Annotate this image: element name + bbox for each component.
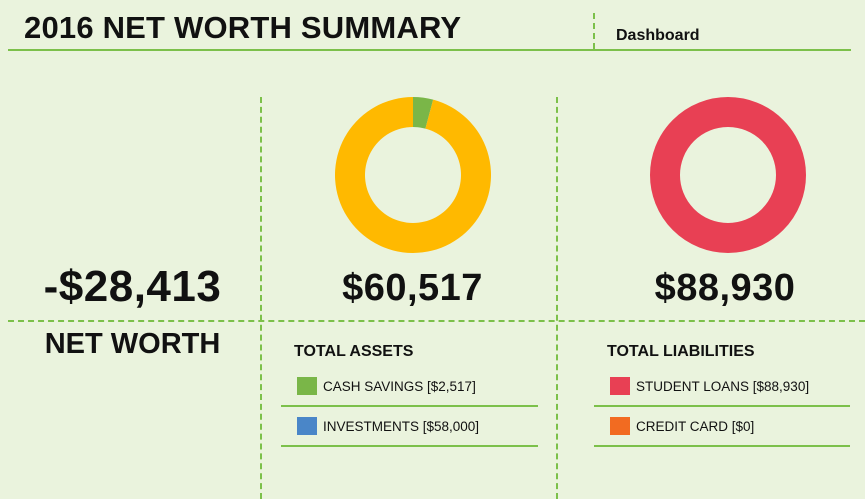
credit-card-swatch (610, 417, 630, 435)
column-divider-1 (260, 97, 262, 499)
liabilities-donut-chart (650, 97, 806, 253)
donut-slice-investments (335, 97, 491, 253)
row-divider (8, 320, 865, 322)
legend-item-student-loans: STUDENT LOANS [$88,930] (594, 367, 850, 407)
page-title: 2016 NET WORTH SUMMARY (24, 10, 462, 45)
liabilities-total-value: $88,930 (654, 267, 796, 309)
student-loans-swatch (610, 377, 630, 395)
net-worth-value: -$28,413 (43, 262, 222, 311)
donut-slice-student-loans (650, 97, 806, 253)
assets-total-value: $60,517 (342, 267, 483, 309)
donut-slice-cash-savings (413, 97, 434, 129)
legend-label: INVESTMENTS [$58,000] (323, 418, 480, 434)
column-divider-2 (556, 97, 558, 499)
assets-heading: TOTAL ASSETS (294, 343, 414, 360)
legend-item-cash-savings: CASH SAVINGS [$2,517] (281, 367, 538, 407)
legend-label: STUDENT LOANS [$88,930] (636, 378, 810, 394)
liabilities-heading: TOTAL LIABILITIES (607, 343, 755, 360)
dashboard-tab[interactable]: Dashboard (616, 27, 700, 44)
net-worth-label: NET WORTH (44, 328, 221, 360)
liabilities-legend: STUDENT LOANS [$88,930] CREDIT CARD [$0] (594, 367, 850, 447)
legend-item-investments: INVESTMENTS [$58,000] (281, 407, 538, 447)
cash-savings-swatch (297, 377, 317, 395)
legend-item-credit-card: CREDIT CARD [$0] (594, 407, 850, 447)
legend-label: CASH SAVINGS [$2,517] (323, 378, 476, 394)
header-divider (593, 13, 595, 49)
assets-donut-chart (335, 97, 491, 253)
legend-label: CREDIT CARD [$0] (636, 418, 755, 434)
title-rule (8, 49, 851, 51)
investments-swatch (297, 417, 317, 435)
assets-legend: CASH SAVINGS [$2,517] INVESTMENTS [$58,0… (281, 367, 538, 447)
